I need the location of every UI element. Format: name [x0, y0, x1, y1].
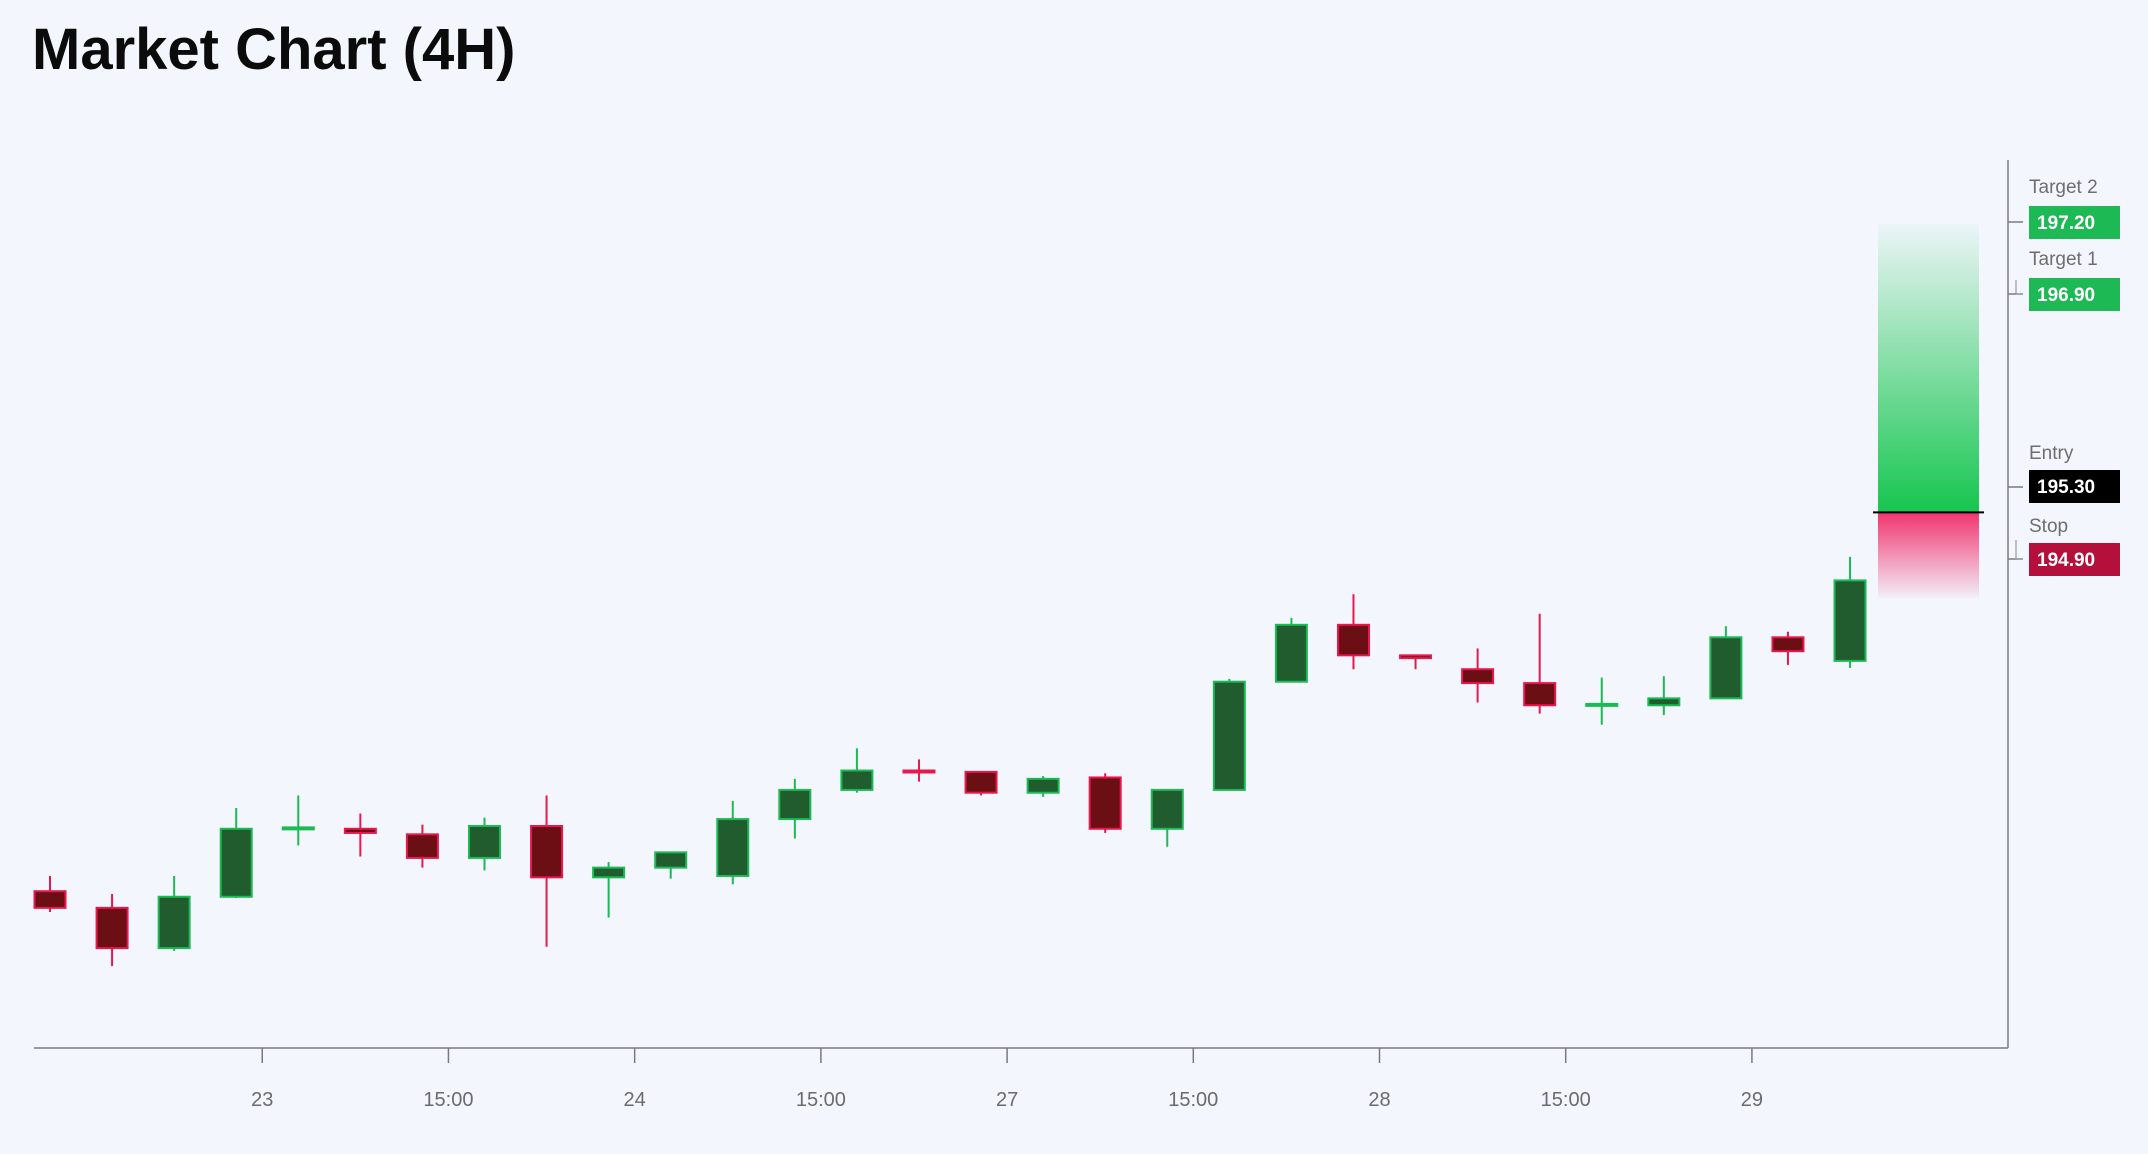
- candle-bullish: [1647, 676, 1681, 715]
- marker-value-box: [2029, 543, 2120, 576]
- x-tick-label: 15:00: [1541, 1089, 1591, 1111]
- candle-body: [1461, 668, 1495, 685]
- candle-body: [716, 818, 750, 877]
- candle-bullish: [1709, 626, 1743, 700]
- candle-body: [343, 827, 377, 834]
- price-marker-target-2: Target 2 197.20: [2008, 177, 2120, 239]
- candle-bearish: [1461, 648, 1495, 703]
- candle-bearish: [33, 875, 67, 913]
- candle-body: [840, 769, 874, 791]
- candle-bullish: [157, 875, 191, 951]
- candle-bullish: [1212, 678, 1246, 791]
- candle-bullish: [1585, 677, 1619, 725]
- marker-value-box: [2029, 206, 2120, 239]
- candle-bullish: [592, 862, 626, 918]
- marker-value: 196.90: [2037, 285, 2095, 306]
- candle-body: [964, 770, 998, 794]
- candle-body: [33, 890, 67, 909]
- marker-value: 194.90: [2037, 550, 2095, 571]
- candle-bullish: [778, 778, 812, 839]
- candle-bearish: [95, 893, 129, 967]
- x-tick-label: 15:00: [1168, 1089, 1218, 1111]
- candle-body: [592, 866, 626, 879]
- marker-value-box: [2029, 470, 2120, 503]
- candle-body: [405, 833, 439, 859]
- marker-connector: [2015, 540, 2023, 560]
- candle-bullish: [1274, 617, 1308, 683]
- candle-body: [1399, 654, 1433, 660]
- candle-bearish: [1088, 773, 1122, 833]
- candle-body: [654, 851, 688, 869]
- candle-bearish: [1336, 594, 1370, 670]
- candle-body: [1771, 636, 1805, 653]
- candle-body: [530, 825, 564, 879]
- x-tick-label: 23: [251, 1089, 273, 1111]
- marker-label: Target 1: [2029, 249, 2098, 270]
- x-tick-label: 27: [996, 1089, 1018, 1111]
- stop-zone: [1878, 512, 1979, 598]
- candle-body: [281, 826, 315, 831]
- candle-bullish: [716, 801, 750, 885]
- price-marker-stop: Stop 194.90: [2008, 516, 2120, 576]
- candle-bullish: [840, 748, 874, 793]
- candle-body: [1336, 623, 1370, 657]
- marker-value-box: [2029, 278, 2120, 311]
- candle-bearish: [1523, 613, 1557, 714]
- marker-value: 197.20: [2037, 213, 2095, 234]
- trade-zones: [1878, 224, 1979, 598]
- candle-bullish: [467, 817, 501, 871]
- candle-bearish: [530, 795, 564, 947]
- candle-body: [157, 895, 191, 950]
- candle-bearish: [1771, 631, 1805, 666]
- x-tick-label: 28: [1368, 1089, 1390, 1111]
- candle-body: [1088, 776, 1122, 830]
- x-tick-label: 15:00: [423, 1089, 473, 1111]
- candle-bullish: [1026, 776, 1060, 797]
- candle-body: [1212, 680, 1246, 791]
- x-tick-label: 29: [1741, 1089, 1763, 1111]
- marker-label: Stop: [2029, 516, 2068, 537]
- candle-bearish: [343, 813, 377, 857]
- price-marker-entry: Entry 195.30: [2008, 443, 2120, 503]
- candle-bearish: [1399, 654, 1433, 670]
- marker-label: Entry: [2029, 443, 2074, 464]
- candle-body: [1585, 702, 1619, 707]
- candle-bearish: [902, 759, 936, 782]
- candle-bullish: [1833, 556, 1867, 668]
- candle-body: [1709, 636, 1743, 700]
- candle-bullish: [219, 807, 253, 899]
- x-axis-ticks: 23 15:00 24 15:00 27 15:00 28 15:00 29: [251, 1048, 1763, 1111]
- candle-bearish: [964, 770, 998, 796]
- candle-bearish: [405, 824, 439, 868]
- marker-connector: [2015, 280, 2023, 295]
- candle-bullish: [281, 795, 315, 846]
- candle-body: [219, 827, 253, 898]
- candles: [33, 556, 1867, 967]
- marker-value: 195.30: [2037, 477, 2095, 498]
- candle-bullish: [654, 851, 688, 879]
- marker-label: Target 2: [2029, 177, 2098, 198]
- axes: [34, 160, 2009, 1049]
- candle-body: [902, 769, 936, 774]
- candle-body: [1647, 697, 1681, 707]
- x-tick-label: 15:00: [796, 1089, 846, 1111]
- candle-body: [1833, 579, 1867, 662]
- target-zone: [1878, 224, 1979, 513]
- candle-bullish: [1150, 788, 1184, 847]
- price-markers: Target 2 197.20 Target 1 196.90 Entry 195.30 S…: [1873, 177, 2120, 576]
- candle-body: [1274, 623, 1308, 683]
- candle-body: [1150, 788, 1184, 830]
- candle-body: [778, 788, 812, 821]
- price-marker-target-1: Target 1 196.90: [2008, 249, 2120, 311]
- candle-body: [95, 906, 129, 950]
- candle-body: [467, 825, 501, 859]
- x-tick-label: 24: [624, 1089, 646, 1111]
- candle-body: [1026, 777, 1060, 794]
- chart-title: Market Chart (4H): [32, 17, 516, 82]
- candle-body: [1523, 682, 1557, 707]
